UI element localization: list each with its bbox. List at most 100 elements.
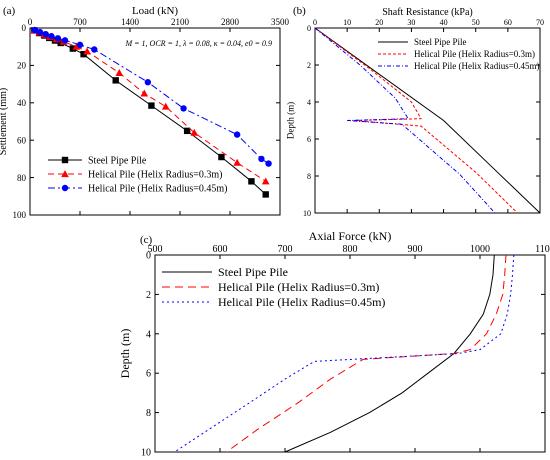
legend-label-c-1: Helical Pile (Helix Radius=0.3m) bbox=[218, 280, 379, 294]
y-tick-label-a: 20 bbox=[17, 61, 27, 71]
data-point-a-2 bbox=[258, 155, 265, 163]
y-tick-label-a: 0 bbox=[22, 23, 27, 33]
series-line-a-2 bbox=[29, 27, 269, 165]
y-tick-label-b: 6 bbox=[307, 135, 311, 144]
data-point-a-0 bbox=[148, 102, 155, 109]
chart-panel-a: 0 700 1400 2100 2800 3500 0 20 40 60 80 100 Load (kN… bbox=[0, 5, 290, 220]
x-tick-label-a: 0 bbox=[28, 17, 33, 27]
x-tick-label-b: 10 bbox=[343, 18, 351, 27]
data-point-a-1 bbox=[190, 128, 199, 136]
data-point-a-2 bbox=[233, 131, 241, 138]
x-tick-label-a: 1400 bbox=[121, 17, 140, 27]
data-point-a-2 bbox=[76, 41, 84, 49]
y-tick-label-b: 0 bbox=[307, 24, 311, 33]
legend-marker-a-0 bbox=[61, 156, 69, 164]
series-line-b-0 bbox=[314, 27, 541, 214]
series-line-c-2 bbox=[174, 254, 515, 453]
y-tick-label-a: 100 bbox=[13, 210, 27, 220]
data-point-a-2 bbox=[144, 79, 152, 86]
x-tick-label-c: 500 bbox=[148, 244, 163, 255]
legend-marker-a-2 bbox=[61, 184, 69, 192]
y-axis-title-b: Depth (m) bbox=[285, 102, 295, 139]
legend-label-b-0: Steel Pipe Pile bbox=[414, 37, 467, 47]
data-point-a-0 bbox=[112, 77, 119, 84]
chart-panel-b: 0 10 20 30 40 50 60 70 0 2 4 6 8 10 Shaft Resistance (… bbox=[285, 7, 544, 218]
x-tick-label-b: 40 bbox=[440, 18, 448, 27]
x-tick-label-a: 700 bbox=[73, 17, 87, 27]
x-tick-label-a: 2800 bbox=[221, 17, 240, 27]
data-point-a-0 bbox=[69, 45, 77, 52]
data-point-a-1 bbox=[115, 69, 124, 76]
y-tick-label-c: 10 bbox=[141, 448, 151, 459]
legend-label-b-2: Helical Pile (Helix Radius=0.45m) bbox=[414, 61, 540, 71]
data-point-a-2 bbox=[42, 30, 49, 38]
plot-frame-a bbox=[29, 27, 281, 216]
x-tick-label-b: 0 bbox=[313, 18, 317, 27]
x-tick-label-a: 3500 bbox=[271, 17, 290, 27]
data-point-a-2 bbox=[265, 160, 272, 167]
y-tick-label-c: 2 bbox=[146, 290, 151, 301]
data-point-a-0 bbox=[218, 153, 225, 161]
x-axis-title-c: Axial Force (kN) bbox=[309, 229, 392, 243]
x-axis-title-a: Load (kN) bbox=[132, 5, 178, 17]
x-tick-label-b: 60 bbox=[504, 18, 512, 27]
data-point-a-0 bbox=[262, 191, 269, 198]
data-point-a-1 bbox=[233, 158, 241, 166]
y-tick-label-b: 2 bbox=[307, 61, 311, 70]
x-tick-label-b: 70 bbox=[536, 18, 544, 27]
data-point-a-2 bbox=[54, 35, 62, 42]
data-point-a-1 bbox=[140, 89, 149, 97]
x-tick-label-b: 50 bbox=[472, 18, 480, 27]
legend-marker-a-1 bbox=[61, 170, 69, 178]
data-point-a-1 bbox=[161, 102, 170, 110]
y-tick-label-b: 4 bbox=[307, 98, 311, 107]
y-axis-title-c: Depth (m) bbox=[118, 329, 132, 379]
legend-label-c-0: Steel Pipe Pile bbox=[218, 265, 288, 279]
data-point-a-2 bbox=[48, 33, 55, 40]
x-tick-label-c: 700 bbox=[278, 244, 293, 255]
panel-label-a: (a) bbox=[3, 5, 16, 17]
x-tick-label-c: 1000 bbox=[470, 244, 490, 255]
y-tick-label-a: 60 bbox=[17, 135, 27, 145]
legend-label-a-2: Helical Pile (Helix Radius=0.45m) bbox=[88, 184, 228, 195]
panel-label-c: (c) bbox=[140, 234, 153, 246]
y-tick-label-b: 8 bbox=[307, 172, 311, 181]
data-point-a-2 bbox=[180, 105, 187, 112]
annotation-a: M = 1, OCR = 1, λ = 0.08, κ = 0.04, e0 =… bbox=[124, 39, 272, 48]
legend-label-a-0: Steel Pipe Pile bbox=[88, 156, 147, 167]
data-point-a-1 bbox=[72, 42, 81, 50]
y-tick-label-c: 0 bbox=[146, 251, 151, 262]
legend-label-a-1: Helical Pile (Helix Radius=0.3m) bbox=[88, 170, 223, 181]
x-tick-label-c: 900 bbox=[408, 244, 423, 255]
data-point-a-1 bbox=[83, 47, 91, 55]
panel-label-b: (b) bbox=[293, 5, 306, 17]
data-point-a-0 bbox=[248, 178, 255, 185]
y-tick-label-c: 4 bbox=[146, 329, 151, 340]
legend-label-b-1: Helical Pile (Helix Radius=0.3m) bbox=[414, 49, 535, 59]
plot-frame-b bbox=[314, 27, 541, 214]
y-tick-label-c: 6 bbox=[146, 369, 151, 380]
x-axis-title-b: Shaft Resistance (kPa) bbox=[382, 7, 473, 18]
data-point-a-2 bbox=[61, 37, 69, 44]
x-tick-label-b: 30 bbox=[407, 18, 415, 27]
x-tick-label-c: 800 bbox=[343, 244, 358, 255]
y-axis-title-a: Settlement (mm) bbox=[0, 88, 9, 156]
x-tick-label-a: 2100 bbox=[171, 17, 190, 27]
series-line-b-1 bbox=[314, 27, 518, 214]
data-point-a-2 bbox=[36, 28, 44, 36]
x-tick-label-c: 600 bbox=[213, 244, 228, 255]
data-point-a-0 bbox=[183, 127, 191, 135]
data-point-a-2 bbox=[31, 26, 39, 34]
data-point-a-2 bbox=[91, 46, 98, 53]
y-tick-label-a: 40 bbox=[17, 98, 27, 108]
series-line-b-2 bbox=[314, 27, 496, 214]
x-tick-label-b: 20 bbox=[375, 18, 383, 27]
y-tick-label-a: 80 bbox=[17, 173, 27, 183]
data-point-a-1 bbox=[261, 177, 270, 185]
y-tick-label-b: 10 bbox=[303, 209, 311, 218]
y-tick-label-c: 8 bbox=[146, 408, 151, 419]
legend-label-c-2: Helical Pile (Helix Radius=0.45m) bbox=[218, 295, 385, 309]
